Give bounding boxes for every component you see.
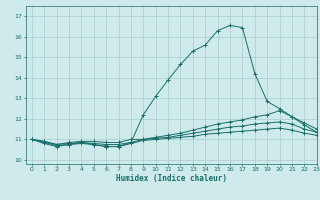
X-axis label: Humidex (Indice chaleur): Humidex (Indice chaleur) xyxy=(116,174,227,183)
